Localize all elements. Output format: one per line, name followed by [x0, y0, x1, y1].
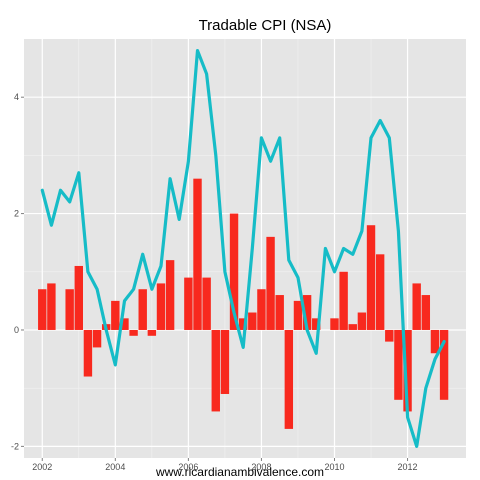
bar — [266, 236, 275, 330]
bar — [74, 265, 83, 330]
x-tick-label: 2008 — [251, 462, 271, 472]
bar — [330, 318, 339, 330]
bar — [439, 329, 449, 400]
bar — [312, 318, 321, 330]
bar — [275, 295, 284, 330]
bar — [156, 283, 166, 330]
chart-title: Tradable CPI (NSA) — [199, 17, 332, 34]
series-line — [40, 48, 446, 448]
bar — [47, 283, 56, 330]
bar — [412, 283, 421, 330]
bar — [284, 329, 294, 429]
bar — [421, 295, 431, 330]
y-tick-label: -2 — [11, 441, 19, 451]
bar — [302, 295, 312, 330]
axis-labels: 2002 2004 2006 2008 2010 2012 -2 0 2 4 — [11, 92, 418, 472]
bar — [430, 329, 440, 354]
x-tick-label: 2006 — [178, 462, 198, 472]
line-series — [40, 48, 446, 448]
bar — [366, 225, 376, 330]
bar — [165, 260, 175, 330]
bar — [385, 329, 394, 342]
bar — [211, 329, 220, 412]
bar — [92, 329, 102, 348]
bar — [120, 318, 129, 330]
bar — [375, 254, 385, 330]
bar — [202, 277, 211, 330]
bar — [129, 329, 138, 336]
y-tick-label: 0 — [14, 325, 19, 335]
bar — [111, 300, 120, 330]
bar — [339, 271, 348, 330]
bar — [38, 289, 47, 330]
x-tick-label: 2004 — [105, 462, 125, 472]
y-tick-label: 4 — [14, 92, 19, 102]
bar — [138, 289, 147, 330]
bar — [147, 329, 157, 336]
bar — [257, 289, 266, 330]
bar — [65, 289, 74, 330]
bar — [293, 300, 303, 330]
bar — [248, 312, 257, 330]
x-axis-caption: www.ricardianambivalence.com — [155, 465, 324, 479]
bar — [229, 213, 239, 330]
x-tick-label: 2002 — [32, 462, 52, 472]
y-tick-label: 2 — [14, 209, 19, 219]
bar — [348, 324, 357, 330]
x-tick-label: 2010 — [324, 462, 344, 472]
bar — [238, 318, 248, 330]
x-tick-label: 2012 — [398, 462, 418, 472]
bar — [193, 178, 202, 330]
bar — [184, 277, 193, 330]
bar — [83, 329, 93, 377]
bar-series — [38, 178, 449, 429]
bar — [403, 329, 412, 412]
bar — [394, 329, 403, 400]
bar — [220, 329, 230, 394]
bar — [357, 312, 367, 330]
